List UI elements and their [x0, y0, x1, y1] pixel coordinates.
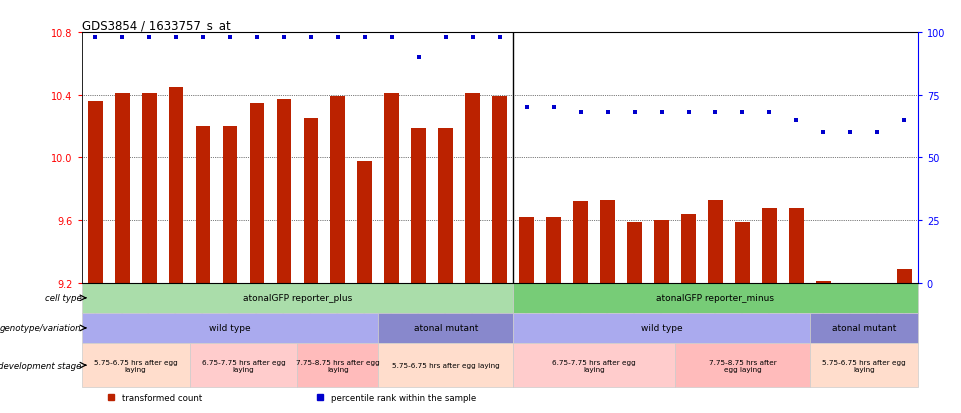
Bar	[573, 202, 588, 283]
Bar	[298, 343, 379, 387]
Bar	[114, 94, 130, 283]
Bar	[601, 200, 615, 283]
Point	[816, 130, 831, 136]
Point	[762, 110, 777, 116]
Point	[222, 35, 237, 41]
Bar	[870, 283, 885, 286]
Point	[573, 110, 588, 116]
Bar	[141, 94, 157, 283]
Text: wild type: wild type	[641, 324, 682, 332]
Point	[843, 130, 858, 136]
Text: percentile rank within the sample: percentile rank within the sample	[331, 393, 476, 401]
Bar	[411, 128, 427, 283]
Point	[411, 55, 427, 62]
Bar	[465, 94, 480, 283]
Text: 5.75-6.75 hrs after egg
laying: 5.75-6.75 hrs after egg laying	[94, 359, 178, 372]
Bar	[735, 222, 750, 283]
Point	[627, 110, 642, 116]
Point	[519, 105, 534, 112]
Text: 7.75-8.75 hrs after
egg laying: 7.75-8.75 hrs after egg laying	[708, 359, 776, 372]
Point	[276, 35, 291, 41]
Bar	[762, 208, 776, 283]
Text: 6.75-7.75 hrs after egg
laying: 6.75-7.75 hrs after egg laying	[202, 359, 285, 372]
Text: 7.75-8.75 hrs after egg
laying: 7.75-8.75 hrs after egg laying	[296, 359, 380, 372]
Text: atonalGFP reporter_minus: atonalGFP reporter_minus	[656, 294, 775, 303]
Text: wild type: wild type	[209, 324, 251, 332]
Bar	[189, 343, 298, 387]
Bar	[438, 128, 454, 283]
Bar	[810, 313, 918, 343]
Point	[465, 35, 480, 41]
Point	[897, 117, 912, 124]
Text: 5.75-6.75 hrs after egg
laying: 5.75-6.75 hrs after egg laying	[822, 359, 905, 372]
Point	[357, 35, 373, 41]
Bar	[843, 283, 858, 285]
Point	[438, 35, 454, 41]
Text: atonal mutant: atonal mutant	[831, 324, 896, 332]
Point	[168, 35, 184, 41]
Point	[680, 110, 696, 116]
Text: 6.75-7.75 hrs after egg
laying: 6.75-7.75 hrs after egg laying	[553, 359, 636, 372]
Text: GDS3854 / 1633757_s_at: GDS3854 / 1633757_s_at	[82, 19, 231, 32]
Bar	[654, 221, 669, 283]
Point	[384, 35, 400, 41]
Text: atonal mutant: atonal mutant	[413, 324, 478, 332]
Text: 5.75-6.75 hrs after egg laying: 5.75-6.75 hrs after egg laying	[392, 362, 500, 368]
Bar	[82, 343, 189, 387]
Bar	[87, 102, 103, 283]
Bar	[82, 313, 379, 343]
Point	[546, 105, 561, 112]
Bar	[513, 343, 675, 387]
Text: transformed count: transformed count	[122, 393, 202, 401]
Bar	[277, 100, 291, 283]
Bar	[169, 88, 184, 283]
Point	[304, 35, 319, 41]
Bar	[519, 218, 534, 283]
Point	[870, 130, 885, 136]
Point	[195, 35, 210, 41]
Bar	[379, 313, 513, 343]
Bar	[304, 119, 318, 283]
Bar	[82, 283, 513, 313]
Point	[789, 117, 804, 124]
Bar	[628, 222, 642, 283]
Bar	[546, 218, 561, 283]
Point	[600, 110, 615, 116]
Bar	[250, 103, 264, 283]
Text: cell type: cell type	[45, 294, 82, 303]
Bar	[331, 97, 345, 283]
Bar	[708, 200, 723, 283]
Text: atonalGFP reporter_plus: atonalGFP reporter_plus	[243, 294, 352, 303]
Point	[492, 35, 507, 41]
Point	[141, 35, 157, 41]
Bar	[789, 208, 803, 283]
Point	[87, 35, 103, 41]
Point	[114, 35, 130, 41]
Point	[653, 110, 669, 116]
Point	[249, 35, 264, 41]
Bar	[379, 343, 513, 387]
Text: genotype/variation: genotype/variation	[0, 324, 82, 332]
Bar	[384, 94, 399, 283]
Point	[735, 110, 751, 116]
Bar	[816, 282, 830, 283]
Bar	[675, 343, 810, 387]
Bar	[196, 127, 210, 283]
Bar	[357, 161, 372, 283]
Point	[331, 35, 346, 41]
Bar	[513, 313, 810, 343]
Point	[708, 110, 724, 116]
Bar	[681, 214, 696, 283]
Bar	[223, 127, 237, 283]
Bar	[897, 269, 912, 283]
Bar	[492, 97, 507, 283]
Text: development stage: development stage	[0, 361, 82, 370]
Bar	[810, 343, 918, 387]
Bar	[513, 283, 918, 313]
